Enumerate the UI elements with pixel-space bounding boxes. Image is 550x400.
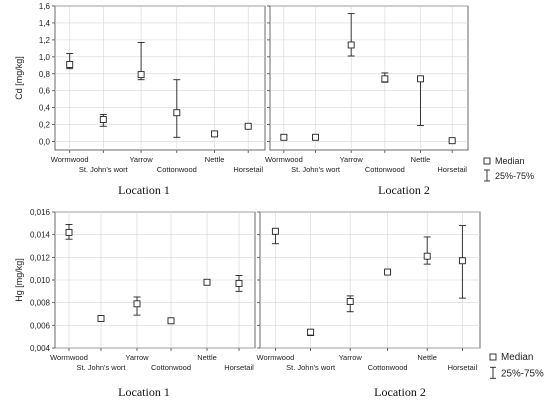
y-tick-label: 0,012 — [30, 253, 51, 262]
legend-median-icon — [489, 353, 497, 361]
legend-range-label: 25%-75% — [495, 171, 534, 181]
x-category-label: Cottonwood — [157, 165, 197, 174]
y-axis-label: Hg [mg/kg] — [14, 258, 24, 302]
x-category-label: Horsetail — [448, 363, 478, 372]
x-category-label: Nettle — [205, 155, 225, 164]
median-marker — [167, 317, 175, 325]
median-marker — [66, 60, 74, 68]
caption-top-left: Location 1 — [118, 183, 170, 197]
caption-top-right: Location 2 — [378, 183, 430, 197]
y-tick-label: 0,006 — [30, 321, 51, 330]
median-marker — [173, 109, 181, 117]
x-category-label: St. John's wort — [77, 363, 127, 372]
x-category-label: Cottonwood — [365, 165, 405, 174]
y-tick-label: 1,2 — [39, 36, 51, 45]
x-category-label: Horsetail — [437, 165, 467, 174]
x-category-label: St. John's wort — [286, 363, 336, 372]
median-marker — [203, 278, 211, 286]
x-category-label: Yarrow — [129, 155, 153, 164]
median-marker — [211, 130, 219, 138]
panel-3: 0,004 0,006 0,008 0,010 0,012 0,014 0,016 Wormw… — [14, 208, 256, 372]
x-category-label: Horsetail — [224, 363, 254, 372]
x-category-label: Yarrow — [340, 155, 364, 164]
x-category-label: Wormwood — [50, 353, 88, 362]
y-tick-label: 0,010 — [30, 276, 51, 285]
x-category-label: Wormwood — [51, 155, 89, 164]
median-marker — [312, 133, 319, 141]
x-category-label: Wormwood — [257, 353, 295, 362]
x-category-label: Yarrow — [339, 353, 363, 362]
y-tick-label: 0,0 — [39, 138, 51, 147]
x-category-label: Yarrow — [125, 353, 149, 362]
plot-frame — [54, 5, 266, 151]
median-marker — [346, 298, 354, 305]
median-marker — [99, 116, 107, 123]
y-tick-label: 1,0 — [39, 53, 51, 62]
y-tick-label: 0,014 — [30, 231, 51, 240]
legend-median-label: Median — [501, 352, 533, 363]
x-category-label: Cottonwood — [151, 363, 191, 372]
caption-bottom-right: Location 2 — [374, 385, 426, 399]
median-marker — [381, 75, 389, 83]
median-marker — [347, 41, 355, 49]
y-tick-label: 0,2 — [39, 121, 51, 130]
x-category-label: Horsetail — [233, 165, 263, 174]
plot-frame — [269, 5, 469, 151]
x-category-label: St. John's wort — [291, 165, 341, 174]
median-marker — [423, 252, 431, 260]
caption-bottom-left: Location 1 — [118, 385, 170, 399]
x-category-label: Nettle — [411, 155, 431, 164]
median-marker — [458, 257, 466, 265]
y-tick-label: 0,4 — [39, 104, 51, 113]
median-marker — [448, 137, 456, 145]
median-marker — [137, 71, 145, 79]
legend-median-label: Median — [495, 156, 525, 166]
y-axis-label: Cd [mg/kg] — [14, 56, 24, 100]
y-tick-label: 0,004 — [30, 344, 51, 353]
y-tick-label: 0,8 — [39, 70, 51, 79]
x-category-label: Nettle — [197, 353, 217, 362]
median-marker — [280, 133, 288, 141]
y-tick-label: 0,016 — [30, 208, 51, 217]
median-marker — [235, 279, 243, 287]
y-tick-label: 1,6 — [39, 2, 51, 11]
median-marker — [271, 227, 279, 235]
median-marker — [307, 328, 315, 336]
legend-bottom: Median 25%-75% — [489, 352, 544, 379]
legend-median-icon — [483, 157, 491, 165]
legend-range-label: 25%-75% — [501, 368, 544, 379]
median-marker — [384, 268, 392, 276]
legend-top: Median 25%-75% — [483, 156, 534, 182]
median-marker — [65, 228, 73, 236]
median-marker — [97, 315, 105, 322]
x-category-label: Cottonwood — [368, 363, 408, 372]
x-category-label: Nettle — [417, 353, 437, 362]
y-tick-label: 0,008 — [30, 299, 51, 308]
y-tick-label: 1,4 — [39, 19, 51, 28]
x-category-label: St. John's wort — [79, 165, 129, 174]
y-tick-label: 0,6 — [39, 87, 51, 96]
median-marker — [244, 122, 252, 130]
median-marker — [417, 75, 424, 83]
x-category-label: Wormwood — [265, 155, 303, 164]
median-marker — [133, 300, 141, 308]
